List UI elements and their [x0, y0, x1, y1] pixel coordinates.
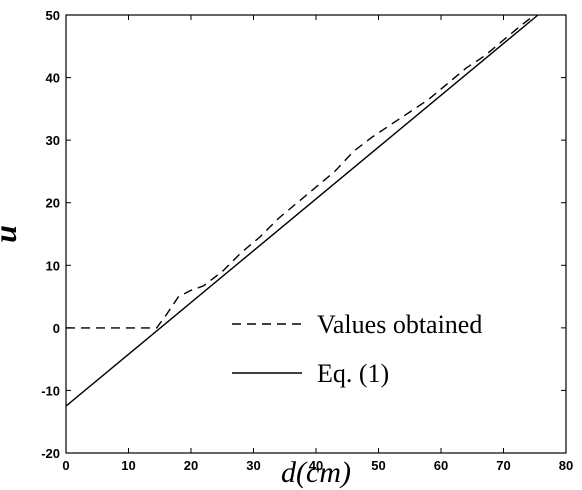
- x-tick-label: 10: [121, 458, 135, 473]
- legend: Values obtained Eq. (1): [232, 310, 482, 388]
- y-tick-label: 30: [46, 133, 60, 148]
- y-tick-label: 50: [46, 8, 60, 23]
- legend-label-values-obtained: Values obtained: [317, 310, 482, 339]
- y-tick-label: 20: [46, 196, 60, 211]
- y-tick-label: 10: [46, 258, 60, 273]
- x-tick-label: 80: [559, 458, 573, 473]
- y-tick-label: -20: [41, 446, 60, 461]
- y-axis-label: u: [0, 225, 23, 243]
- series-lines: [65, 14, 539, 407]
- legend-label-eq1: Eq. (1): [317, 359, 389, 388]
- x-tick-label: 70: [496, 458, 510, 473]
- x-axis-ticks: 0 10 20 30 40 50 60 70 80: [62, 15, 573, 473]
- x-tick-label: 40: [309, 458, 323, 473]
- x-axis-label: d(cm): [281, 456, 351, 489]
- y-tick-label: -10: [41, 383, 60, 398]
- x-tick-label: 50: [371, 458, 385, 473]
- x-tick-label: 60: [434, 458, 448, 473]
- y-tick-label: 40: [46, 71, 60, 86]
- series-line-values-obtained: [66, 14, 536, 329]
- y-axis-ticks: -20 -10 0 10 20 30 40 50: [41, 8, 566, 461]
- x-tick-label: 30: [246, 458, 260, 473]
- x-tick-label: 0: [62, 458, 69, 473]
- series-line-eq1: [65, 14, 539, 407]
- plot-frame: [65, 14, 567, 454]
- y-tick-label: 0: [53, 321, 60, 336]
- x-tick-label: 20: [184, 458, 198, 473]
